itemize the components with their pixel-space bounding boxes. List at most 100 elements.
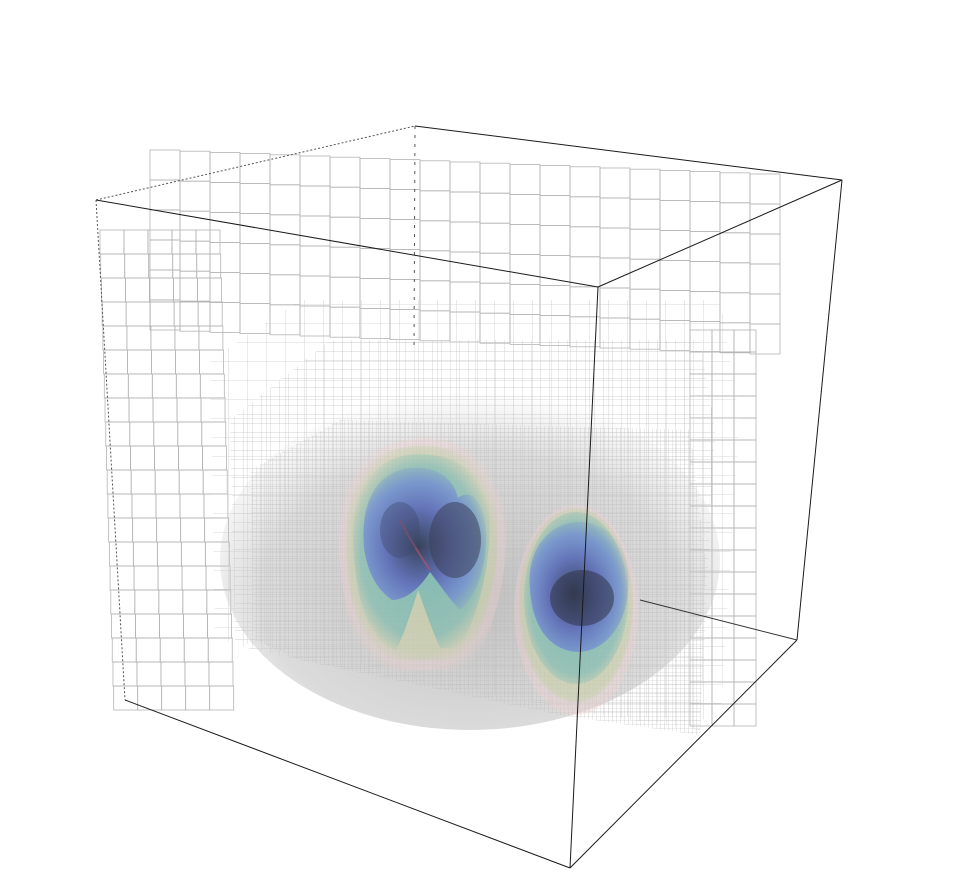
grid-cell <box>112 661 138 687</box>
grid-cell <box>198 325 224 351</box>
grid-cell <box>134 589 160 615</box>
grid-cell <box>103 349 128 375</box>
grid-cell <box>733 351 757 375</box>
grid-cell <box>149 209 181 241</box>
grid-cell <box>599 167 631 199</box>
grid-cell <box>100 253 126 279</box>
grid-cell <box>449 221 481 253</box>
grid-cell <box>749 263 781 295</box>
grid-cell <box>659 169 691 201</box>
grid-cell <box>125 301 151 327</box>
grid-cell <box>130 469 156 495</box>
grid-cell <box>181 565 207 591</box>
grid-cell <box>419 250 451 282</box>
grid-cell <box>479 192 511 224</box>
grid-cell <box>449 191 481 223</box>
grid-cell <box>104 397 130 423</box>
grid-cell <box>108 517 134 543</box>
grid-cell <box>509 253 541 285</box>
grid-cell <box>149 301 175 327</box>
grid-cell <box>180 517 206 543</box>
grid-cell <box>107 493 133 519</box>
grid-cell <box>719 202 751 234</box>
grid-cell <box>359 187 391 219</box>
grid-cell <box>155 493 181 519</box>
grid-cell <box>733 329 757 353</box>
grid-cell <box>209 211 241 243</box>
grid-cell <box>124 253 150 279</box>
grid-cell <box>569 226 601 258</box>
grid-cell <box>733 505 757 529</box>
grid-cell <box>159 637 185 663</box>
grid-cell <box>113 685 139 711</box>
grid-cell <box>152 397 178 423</box>
grid-cell <box>149 149 181 181</box>
grid-cell <box>733 549 757 573</box>
grid-cell <box>178 469 204 495</box>
grid-cell <box>659 199 691 231</box>
grid-cell <box>659 259 691 291</box>
grid-cell <box>733 527 757 551</box>
grid-cell <box>154 469 180 495</box>
grid-cell <box>719 262 751 294</box>
left-density-blob <box>338 438 506 670</box>
grid-cell <box>175 373 201 399</box>
grid-cell <box>419 160 451 192</box>
grid-cell <box>101 301 127 327</box>
grid-cell <box>156 517 182 543</box>
grid-cell <box>209 685 235 711</box>
grid-cell <box>689 261 721 293</box>
grid-cell <box>106 469 132 495</box>
grid-cell <box>127 373 153 399</box>
grid-cell <box>269 184 301 216</box>
grid-cell <box>479 252 511 284</box>
grid-cell <box>479 222 511 254</box>
grid-cell <box>125 277 150 303</box>
grid-cell <box>183 613 208 639</box>
grid-cell <box>161 685 187 711</box>
grid-cell <box>419 220 451 252</box>
grid-cell <box>209 181 241 213</box>
grid-cell <box>733 483 757 507</box>
bounding-cube-wireframe <box>95 125 843 869</box>
grid-cell <box>109 565 135 591</box>
grid-cell <box>209 241 241 273</box>
grid-cell <box>329 186 361 218</box>
grid-cell <box>299 185 331 217</box>
grid-cell <box>269 244 301 276</box>
right-density-blob <box>514 505 638 715</box>
grid-cell <box>719 292 751 324</box>
grid-cell <box>149 239 181 271</box>
grid-cell <box>689 171 721 203</box>
grid-cell <box>269 154 301 186</box>
grid-cell <box>509 193 541 225</box>
grid-cell <box>239 153 271 185</box>
grid-cell <box>599 227 631 259</box>
grid-cell <box>539 165 571 197</box>
grid-cell <box>99 229 125 255</box>
grid-cell <box>239 273 271 305</box>
grid-cell <box>147 229 173 255</box>
grid-cell <box>659 229 691 261</box>
grid-cell <box>196 253 222 279</box>
grid-cell <box>299 245 331 277</box>
grid-cell <box>359 247 391 279</box>
grid-cell <box>629 168 661 200</box>
grid-cell <box>185 685 211 711</box>
grid-cell <box>111 637 137 663</box>
grid-cell <box>539 225 571 257</box>
grid-cell <box>179 240 211 272</box>
grid-cell <box>209 301 241 333</box>
grid-cell <box>629 228 661 260</box>
grid-cell <box>239 183 271 215</box>
grid-cell <box>153 421 179 447</box>
grid-cell <box>179 180 211 212</box>
grid-cell <box>197 277 222 303</box>
grid-cell <box>130 445 155 471</box>
grid-cell <box>159 613 184 639</box>
grid-cell <box>239 243 271 275</box>
grid-cell <box>569 166 601 198</box>
grid-cell <box>269 274 301 306</box>
